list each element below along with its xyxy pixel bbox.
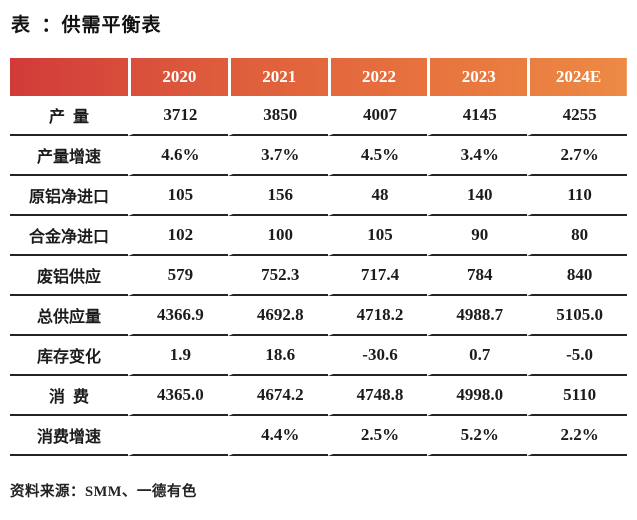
year-header-2024e: 2024E bbox=[527, 58, 627, 96]
table-row-total-supply: 总供应量 4366.9 4692.8 4718.2 4988.7 5105.0 bbox=[10, 296, 627, 336]
cell-value: 4988.7 bbox=[427, 296, 528, 336]
table-row-alloy-net-imports: 合金净进口 102 100 105 90 80 bbox=[10, 216, 627, 256]
table-row-consumption-growth: 消费增速 4.4% 2.5% 5.2% 2.2% bbox=[10, 416, 627, 456]
cell-value: -5.0 bbox=[527, 336, 627, 376]
cell-value: 2.5% bbox=[327, 416, 428, 456]
cell-value: 48 bbox=[327, 176, 428, 216]
cell-value: 4718.2 bbox=[327, 296, 428, 336]
corner-cell bbox=[10, 58, 128, 96]
table-row-primary-al-net-imports: 原铝净进口 105 156 48 140 110 bbox=[10, 176, 627, 216]
cell-value: 100 bbox=[227, 216, 328, 256]
row-label: 废铝供应 bbox=[10, 256, 128, 296]
cell-value: 579 bbox=[128, 256, 228, 296]
row-label: 产量增速 bbox=[10, 136, 128, 176]
row-label: 产 量 bbox=[10, 96, 128, 136]
table-row-inventory-change: 库存变化 1.9 18.6 -30.6 0.7 -5.0 bbox=[10, 336, 627, 376]
cell-value: 4145 bbox=[427, 96, 528, 136]
cell-value: 105 bbox=[128, 176, 228, 216]
cell-value: 90 bbox=[427, 216, 528, 256]
cell-value: 752.3 bbox=[227, 256, 328, 296]
cell-value: 4365.0 bbox=[128, 376, 228, 416]
cell-value: 4748.8 bbox=[327, 376, 428, 416]
cell-value: -30.6 bbox=[327, 336, 428, 376]
cell-value: 717.4 bbox=[327, 256, 428, 296]
cell-value: 156 bbox=[227, 176, 328, 216]
row-label: 合金净进口 bbox=[10, 216, 128, 256]
row-label: 库存变化 bbox=[10, 336, 128, 376]
cell-value: 3.4% bbox=[427, 136, 528, 176]
year-header-2021: 2021 bbox=[227, 58, 328, 96]
cell-value: 4366.9 bbox=[128, 296, 228, 336]
cell-value: 4692.8 bbox=[227, 296, 328, 336]
cell-value: 4.5% bbox=[327, 136, 428, 176]
cell-value: 2.2% bbox=[527, 416, 627, 456]
source-note: 资料来源：SMM、一德有色 bbox=[10, 484, 197, 500]
cell-value: 5.2% bbox=[427, 416, 528, 456]
cell-value: 3.7% bbox=[227, 136, 328, 176]
cell-value: 4.4% bbox=[227, 416, 328, 456]
cell-value: 784 bbox=[427, 256, 528, 296]
cell-value: 18.6 bbox=[227, 336, 328, 376]
table-row-scrap-al-supply: 废铝供应 579 752.3 717.4 784 840 bbox=[10, 256, 627, 296]
cell-value: 4007 bbox=[327, 96, 428, 136]
cell-value: 3712 bbox=[128, 96, 228, 136]
cell-value: 4674.2 bbox=[227, 376, 328, 416]
cell-value: 110 bbox=[527, 176, 627, 216]
cell-value: 4255 bbox=[527, 96, 627, 136]
cell-value: 4.6% bbox=[128, 136, 228, 176]
year-header-2022: 2022 bbox=[327, 58, 428, 96]
row-label: 消费增速 bbox=[10, 416, 128, 456]
year-header-2023: 2023 bbox=[427, 58, 527, 96]
cell-value: 4998.0 bbox=[427, 376, 528, 416]
cell-value bbox=[128, 416, 228, 456]
cell-value: 5105.0 bbox=[527, 296, 627, 336]
cell-value: 0.7 bbox=[427, 336, 528, 376]
cell-value: 2.7% bbox=[527, 136, 627, 176]
cell-value: 105 bbox=[327, 216, 428, 256]
cell-value: 80 bbox=[527, 216, 627, 256]
table-row-production-growth: 产量增速 4.6% 3.7% 4.5% 3.4% 2.7% bbox=[10, 136, 627, 176]
cell-value: 3850 bbox=[227, 96, 328, 136]
table-row-production: 产 量 3712 3850 4007 4145 4255 bbox=[10, 96, 627, 136]
page-title: 表 ：供需平衡表 bbox=[11, 15, 162, 36]
cell-value: 5110 bbox=[527, 376, 627, 416]
supply-demand-table: 2020 2021 2022 2023 2024E 产 量 3712 3850 … bbox=[10, 58, 627, 456]
table-header-row: 2020 2021 2022 2023 2024E bbox=[10, 58, 627, 96]
year-header-2020: 2020 bbox=[128, 58, 228, 96]
cell-value: 1.9 bbox=[128, 336, 228, 376]
report-page: 表 ：供需平衡表 2020 2021 2022 2023 2024E 产 量 3… bbox=[0, 10, 637, 520]
cell-value: 840 bbox=[527, 256, 627, 296]
table-row-consumption: 消 费 4365.0 4674.2 4748.8 4998.0 5110 bbox=[10, 376, 627, 416]
row-label: 总供应量 bbox=[10, 296, 128, 336]
cell-value: 140 bbox=[427, 176, 528, 216]
row-label: 消 费 bbox=[10, 376, 128, 416]
row-label: 原铝净进口 bbox=[10, 176, 128, 216]
cell-value: 102 bbox=[128, 216, 228, 256]
